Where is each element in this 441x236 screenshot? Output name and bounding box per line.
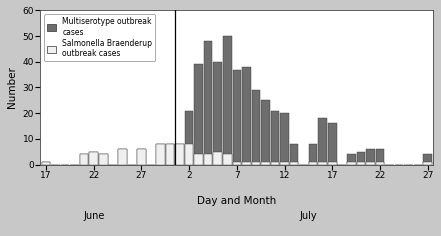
Bar bbox=[137, 149, 146, 164]
Bar bbox=[232, 70, 241, 164]
Bar bbox=[213, 62, 222, 164]
Bar bbox=[137, 149, 146, 164]
Bar bbox=[242, 162, 250, 164]
Bar bbox=[376, 162, 384, 164]
Bar bbox=[90, 152, 98, 164]
Bar bbox=[290, 162, 299, 164]
Bar bbox=[328, 162, 336, 164]
Bar bbox=[423, 154, 432, 164]
Bar bbox=[271, 162, 279, 164]
Bar bbox=[261, 100, 270, 164]
Legend: Multiserotype outbreak
cases, Salmonella Braenderup
outbreak cases: Multiserotype outbreak cases, Salmonella… bbox=[44, 14, 156, 61]
Bar bbox=[347, 154, 355, 164]
Bar bbox=[185, 144, 194, 164]
Bar bbox=[223, 154, 232, 164]
Bar bbox=[99, 154, 108, 164]
Bar bbox=[280, 113, 289, 164]
Bar bbox=[223, 36, 232, 164]
Bar bbox=[156, 144, 165, 164]
Bar bbox=[251, 90, 260, 164]
Bar bbox=[232, 162, 241, 164]
Bar bbox=[280, 162, 289, 164]
Bar bbox=[156, 144, 165, 164]
Bar bbox=[271, 111, 279, 164]
Bar bbox=[80, 154, 89, 164]
Bar bbox=[366, 149, 375, 164]
Text: June: June bbox=[83, 211, 105, 221]
Bar bbox=[318, 118, 327, 164]
X-axis label: Day and Month: Day and Month bbox=[197, 196, 277, 206]
Bar bbox=[204, 154, 213, 164]
Bar bbox=[42, 162, 50, 164]
Bar bbox=[118, 149, 127, 164]
Bar bbox=[42, 162, 50, 164]
Bar bbox=[166, 144, 174, 164]
Bar bbox=[166, 144, 174, 164]
Text: July: July bbox=[299, 211, 317, 221]
Bar bbox=[80, 154, 89, 164]
Bar bbox=[175, 144, 184, 164]
Bar bbox=[309, 162, 318, 164]
Bar bbox=[99, 154, 108, 164]
Bar bbox=[194, 64, 203, 164]
Bar bbox=[90, 152, 98, 164]
Y-axis label: Number: Number bbox=[7, 67, 17, 108]
Bar bbox=[242, 67, 250, 164]
Bar bbox=[318, 162, 327, 164]
Bar bbox=[366, 162, 375, 164]
Bar bbox=[290, 144, 299, 164]
Bar bbox=[251, 162, 260, 164]
Bar bbox=[204, 41, 213, 164]
Bar bbox=[261, 162, 270, 164]
Bar bbox=[118, 149, 127, 164]
Bar bbox=[328, 123, 336, 164]
Bar bbox=[356, 162, 365, 164]
Bar bbox=[423, 162, 432, 164]
Bar bbox=[175, 144, 184, 164]
Bar bbox=[194, 154, 203, 164]
Bar bbox=[376, 149, 384, 164]
Bar bbox=[185, 111, 194, 164]
Bar bbox=[213, 152, 222, 164]
Bar bbox=[347, 162, 355, 164]
Bar bbox=[309, 144, 318, 164]
Bar bbox=[356, 152, 365, 164]
